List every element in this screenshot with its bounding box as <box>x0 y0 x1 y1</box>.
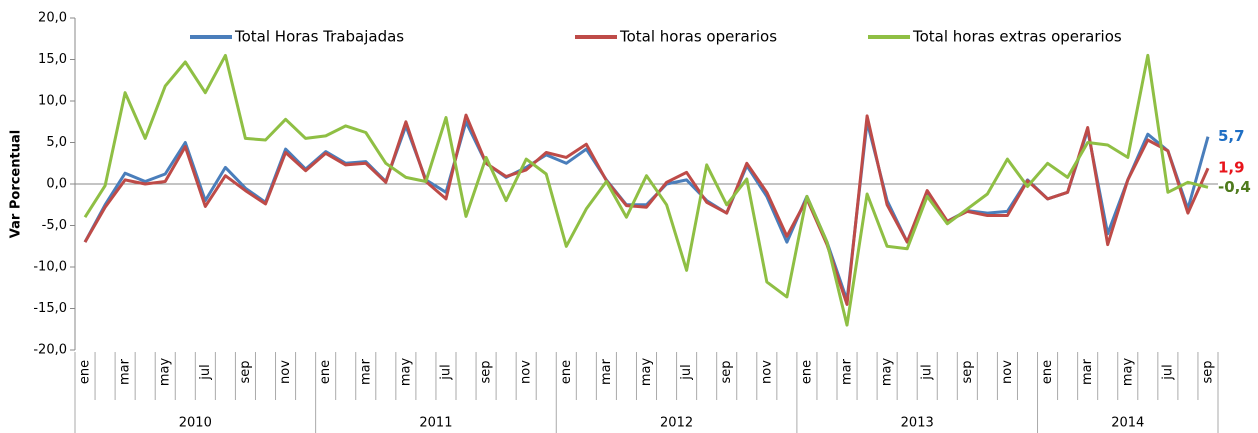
x-tick-label: ene <box>799 360 814 384</box>
legend-label: Total Horas Trabajadas <box>234 28 404 46</box>
x-tick-label: jul <box>679 364 694 380</box>
x-tick-label: may <box>158 358 173 387</box>
x-tick-label: sep <box>238 360 253 383</box>
data-label: -0,4 <box>1218 178 1251 196</box>
x-tick-label: mar <box>1080 358 1095 385</box>
x-group-label: 2010 <box>179 416 212 431</box>
y-tick-label: 10,0 <box>38 94 67 109</box>
x-tick-label: ene <box>78 360 93 384</box>
x-tick-label: jul <box>920 364 935 380</box>
legend-label: Total horas extras operarios <box>912 28 1122 46</box>
y-tick-label: 20,0 <box>38 11 67 26</box>
x-tick-label: ene <box>559 360 574 384</box>
data-label: 1,9 <box>1218 159 1245 177</box>
series-line <box>83 120 1210 302</box>
x-tick-label: mar <box>840 358 855 385</box>
x-tick-label: nov <box>278 360 293 384</box>
x-tick-label: jul <box>1160 364 1175 380</box>
x-tick-label: may <box>398 358 413 387</box>
series-line <box>83 113 1210 306</box>
x-tick-label: may <box>1120 358 1135 387</box>
y-tick-label: 15,0 <box>38 52 67 67</box>
x-tick-label: nov <box>519 360 534 384</box>
y-tick-label: 0,0 <box>46 177 67 192</box>
y-tick-label: -5,0 <box>42 218 67 233</box>
x-tick-label: nov <box>1000 360 1015 384</box>
x-tick-label: may <box>639 358 654 387</box>
x-tick-label: mar <box>118 358 133 385</box>
x-group-label: 2012 <box>660 416 693 431</box>
x-tick-label: jul <box>438 364 453 380</box>
legend-label: Total horas operarios <box>619 28 777 46</box>
x-tick-label: nov <box>759 360 774 384</box>
x-tick-label: sep <box>1200 360 1215 383</box>
data-label: 5,7 <box>1218 127 1245 145</box>
x-tick-label: may <box>880 358 895 387</box>
x-group-label: 2014 <box>1111 416 1144 431</box>
x-tick-label: mar <box>358 358 373 385</box>
x-tick-label: ene <box>318 360 333 384</box>
x-tick-label: mar <box>599 358 614 385</box>
y-tick-label: -20,0 <box>33 343 67 358</box>
y-axis-title: Var Porcentual <box>9 130 24 238</box>
y-tick-label: 5,0 <box>46 135 67 150</box>
x-tick-label: sep <box>719 360 734 383</box>
x-tick-label: sep <box>479 360 494 383</box>
x-tick-label: ene <box>1040 360 1055 384</box>
x-tick-label: jul <box>198 364 213 380</box>
x-tick-label: sep <box>960 360 975 383</box>
series-line <box>83 53 1209 327</box>
x-group-label: 2011 <box>419 416 452 431</box>
y-tick-label: -15,0 <box>33 301 67 316</box>
y-tick-label: -10,0 <box>33 260 67 275</box>
x-group-label: 2013 <box>901 416 934 431</box>
